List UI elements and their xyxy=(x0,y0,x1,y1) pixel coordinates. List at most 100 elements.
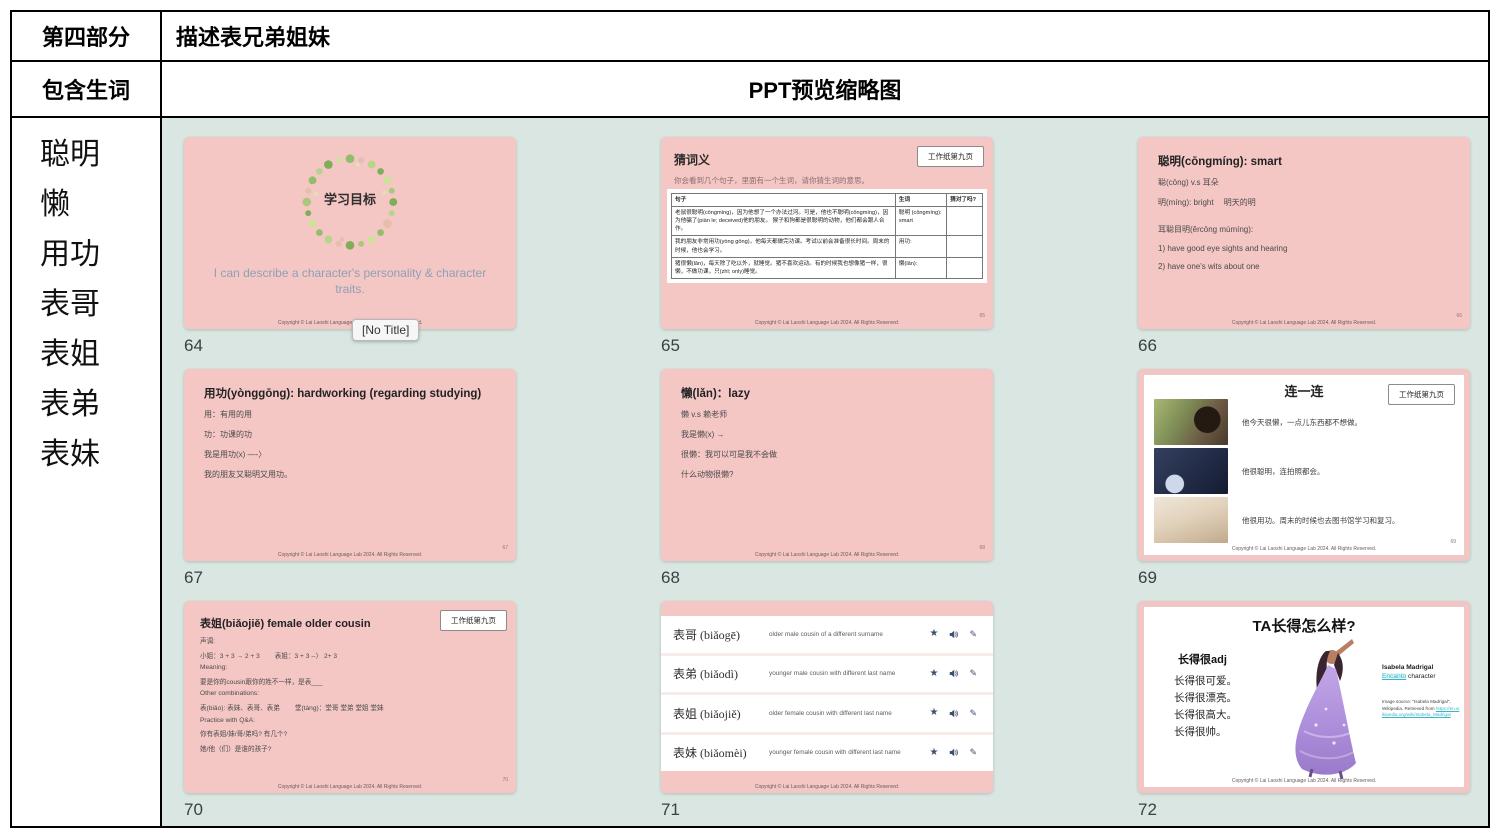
col-header-guess: 猜对了吗? xyxy=(946,192,983,208)
isabela-madrigal-image xyxy=(1282,635,1374,786)
slide-64-title: 学习目标 xyxy=(323,192,376,207)
slide-67-line: 功：功课的功 xyxy=(204,430,252,439)
sentence-cell: 我的朋友非常用功(yòng gōng)，他每天都做完功课。考试以前会准备很长时间… xyxy=(671,235,896,258)
match-row: 他很聪明，连拍照都会。 xyxy=(1154,448,1458,494)
star-icon: ★ xyxy=(929,707,939,719)
vocab-list: 聪明 懒 用功 表哥 表姐 表弟 表妹 xyxy=(12,118,162,826)
vocab-definition: older male cousin of a different surname xyxy=(769,630,883,638)
copyright-text: Copyright © Lai Laoshi Language Lab 2024… xyxy=(754,320,900,326)
copyright-text: Copyright © Lai Laoshi Language Lab 2024… xyxy=(1231,320,1377,326)
slide-page-number: 68 xyxy=(979,545,985,551)
slide-70-line: 小姐：3 + 3 → 2 + 3 表姐：3 + 3 --〉 2+ 3 xyxy=(200,652,338,660)
slide-66-line: 聪(cōng) v.s 耳朵 xyxy=(1158,178,1219,187)
slide-71: 表哥 (biǎogē) older male cousin of a diffe… xyxy=(661,601,993,793)
slide-69: 连一连 工作纸第九页 他今天很懒，一点儿东西都不想做。 他很聪明，连拍照都会。 xyxy=(1138,369,1470,561)
slide-number: 65 xyxy=(661,336,680,355)
slide-page-number: 65 xyxy=(979,313,985,319)
star-icon: ★ xyxy=(929,628,939,640)
slide-thumbnail-64[interactable]: 学习目标 I can describe a character's person… xyxy=(184,137,516,356)
slide-number: 72 xyxy=(1138,800,1157,819)
pencil-icon: ✎ xyxy=(969,668,977,679)
copyright-text: Copyright © Lai Laoshi Language Lab 2024… xyxy=(1231,778,1377,784)
copyright-text: Copyright © Lai Laoshi Language Lab 2024… xyxy=(277,320,423,326)
slide-67-line: 用：有用的用 xyxy=(204,410,252,419)
vocab-label: 包含生词 xyxy=(12,62,162,118)
slide-70-title: 表姐(biǎojiě) female older cousin xyxy=(200,618,371,630)
match-sentence: 他很用功。周末的时候也去图书馆学习和复习。 xyxy=(1242,515,1400,525)
image-source-text: Image source: "Isabela Madrigal", Wikipe… xyxy=(1382,699,1451,711)
copyright-text: Copyright © Lai Laoshi Language Lab 2024… xyxy=(277,552,423,558)
character-label: character xyxy=(1406,673,1436,681)
slide-70-line: 她/他（们）是谁的孩子? xyxy=(200,745,272,753)
table-row: 老鼠很聪明(cōngmíng)，因为他想了一个办法过河。可是，他也不聪明(cōn… xyxy=(671,206,983,237)
vocab-definition: older female cousin with different last … xyxy=(769,709,892,717)
slide-thumbnail-72[interactable]: TA长得怎么样? 长得很adj 长得很可爱。 长得很漂亮。 长得很高大。 长得很… xyxy=(1138,601,1470,820)
slide-72-pattern: 长得很adj xyxy=(1178,654,1227,666)
slide-thumbnail-66[interactable]: 聪明(cōngmíng): smart 聪(cōng) v.s 耳朵 明(mín… xyxy=(1138,137,1470,356)
vocab-term: 表哥 (biǎogē) xyxy=(673,627,740,642)
slide-64: 学习目标 I can describe a character's person… xyxy=(184,137,516,329)
vocab-term: 表姐 (biǎojiě) xyxy=(673,706,741,721)
slide-70: 表姐(biǎojiě) female older cousin 工作纸第九页 声… xyxy=(184,601,516,793)
vocab-card-row: 表弟 (biǎodì) younger male cousin with dif… xyxy=(661,655,993,692)
col-header-word: 生词 xyxy=(894,192,948,208)
match-sentence: 他很聪明，连拍照都会。 xyxy=(1242,466,1325,476)
slide-70-line: 你有表姐/妹/哥/弟吗? 有几个? xyxy=(200,731,288,739)
slide-66: 聪明(cōngmíng): smart 聪(cōng) v.s 耳朵 明(mín… xyxy=(1138,137,1470,329)
slide-thumbnail-69[interactable]: 连一连 工作纸第九页 他今天很懒，一点儿东西都不想做。 他很聪明，连拍照都会。 xyxy=(1138,369,1470,588)
slide-thumbnail-68[interactable]: 懒(lǎn)：lazy 懒 v.s 赖老师 我是懒(x) → 很懒：我可以可是我… xyxy=(661,369,993,588)
sentence-cell: 老鼠很聪明(cōngmíng)，因为他想了一个办法过河。可是，他也不聪明(cōn… xyxy=(671,206,896,237)
slide-70-line: 要是你的cousin跟你的姓不一样，是表___ xyxy=(200,678,323,686)
slide-64-subtitle: I can describe a character's personality… xyxy=(213,266,487,297)
speaker-icon xyxy=(949,669,959,678)
slide-thumbnail-71[interactable]: 表哥 (biǎogē) older male cousin of a diffe… xyxy=(661,601,993,820)
photo-person-with-camera xyxy=(1154,399,1228,445)
slide-page-number: 67 xyxy=(502,545,508,551)
vocab-card-row: 表哥 (biǎogē) older male cousin of a diffe… xyxy=(661,616,993,653)
part-label: 第四部分 xyxy=(12,12,162,62)
slide-thumbnail-67[interactable]: 用功(yònggōng): hardworking (regarding stu… xyxy=(184,369,516,588)
slide-72: TA长得怎么样? 长得很adj 长得很可爱。 长得很漂亮。 长得很高大。 长得很… xyxy=(1138,601,1470,793)
slide-72-line: 长得很帅。 xyxy=(1174,726,1227,738)
lesson-table: 第四部分 描述表兄弟姐妹 包含生词 PPT预览缩略图 聪明 懒 用功 表哥 表姐… xyxy=(10,10,1490,828)
speaker-icon xyxy=(949,709,959,718)
vocab-item: 聪明 xyxy=(40,138,100,171)
slide-67: 用功(yònggōng): hardworking (regarding stu… xyxy=(184,369,516,561)
copyright-text: Copyright © Lai Laoshi Language Lab 2024… xyxy=(754,552,900,558)
slide-66-line: 耳聪目明(ěrcōng mùmíng): xyxy=(1158,225,1254,234)
vocab-item: 用功 xyxy=(40,238,100,271)
slide-number: 69 xyxy=(1138,568,1157,587)
slide-page-number: 69 xyxy=(1450,539,1456,545)
guess-cell xyxy=(946,256,983,279)
worksheet-button: 工作纸第九页 xyxy=(917,146,984,167)
slide-thumbnail-70[interactable]: 表姐(biǎojiě) female older cousin 工作纸第九页 声… xyxy=(184,601,516,820)
word-cell: 懒(lǎn): xyxy=(894,256,948,279)
sentence-cell: 猪很懒(lǎn)，每天除了吃以外，就睡觉。猪不喜欢运动。有的时候我也想像猪一样，… xyxy=(671,256,896,279)
preview-label: PPT预览缩略图 xyxy=(162,62,1488,118)
vocab-item: 表妹 xyxy=(40,438,100,471)
slide-67-line: 我的朋友又聪明又用功。 xyxy=(204,470,292,479)
match-sentence: 他今天很懒，一点儿东西都不想做。 xyxy=(1242,417,1362,427)
slide-thumbnail-65[interactable]: 猜词义 工作纸第九页 你会看到几个句子，里面有一个生词，请你猜生词的意思。 句子… xyxy=(661,137,993,356)
match-row: 他很用功。周末的时候也去图书馆学习和复习。 xyxy=(1154,497,1458,543)
vocab-definition: younger female cousin with different las… xyxy=(769,749,901,757)
pencil-icon: ✎ xyxy=(969,707,977,718)
slide-68-line: 很懒：我可以可是我不会做 xyxy=(681,450,777,459)
slide-number: 66 xyxy=(1138,336,1157,355)
table-row: 我的朋友非常用功(yòng gōng)，他每天都做完功课。考试以前会准备很长时间… xyxy=(671,235,983,258)
copyright-text: Copyright © Lai Laoshi Language Lab 2024… xyxy=(277,784,423,790)
slide-67-line: 我是用功(x) —-〉 xyxy=(204,450,267,459)
character-name: Isabela Madrigal xyxy=(1382,664,1434,671)
worksheet-button: 工作纸第九页 xyxy=(440,610,507,631)
photo-person-at-laptop xyxy=(1154,448,1228,494)
copyright-text: Copyright © Lai Laoshi Language Lab 2024… xyxy=(1231,546,1377,552)
vocab-term: 表弟 (biǎodì) xyxy=(673,667,738,682)
vocab-item: 表弟 xyxy=(40,388,100,421)
vocab-definition: younger male cousin with different last … xyxy=(769,670,896,678)
no-title-tooltip: [No Title] xyxy=(352,319,420,341)
col-header-sentence: 句子 xyxy=(671,192,896,208)
guess-word-table: 句子 生词 猜对了吗? 老鼠很聪明(cōngmíng)，因为他想了一个办法过河。… xyxy=(667,189,987,283)
slide-72-line: 长得很可爱。 xyxy=(1174,675,1237,687)
slide-70-line: 表(biǎo): 表妹、表哥、表弟 堂(táng)：堂哥 堂弟 堂姐 堂妹 xyxy=(200,704,384,712)
word-cell: 用功: xyxy=(894,235,948,258)
